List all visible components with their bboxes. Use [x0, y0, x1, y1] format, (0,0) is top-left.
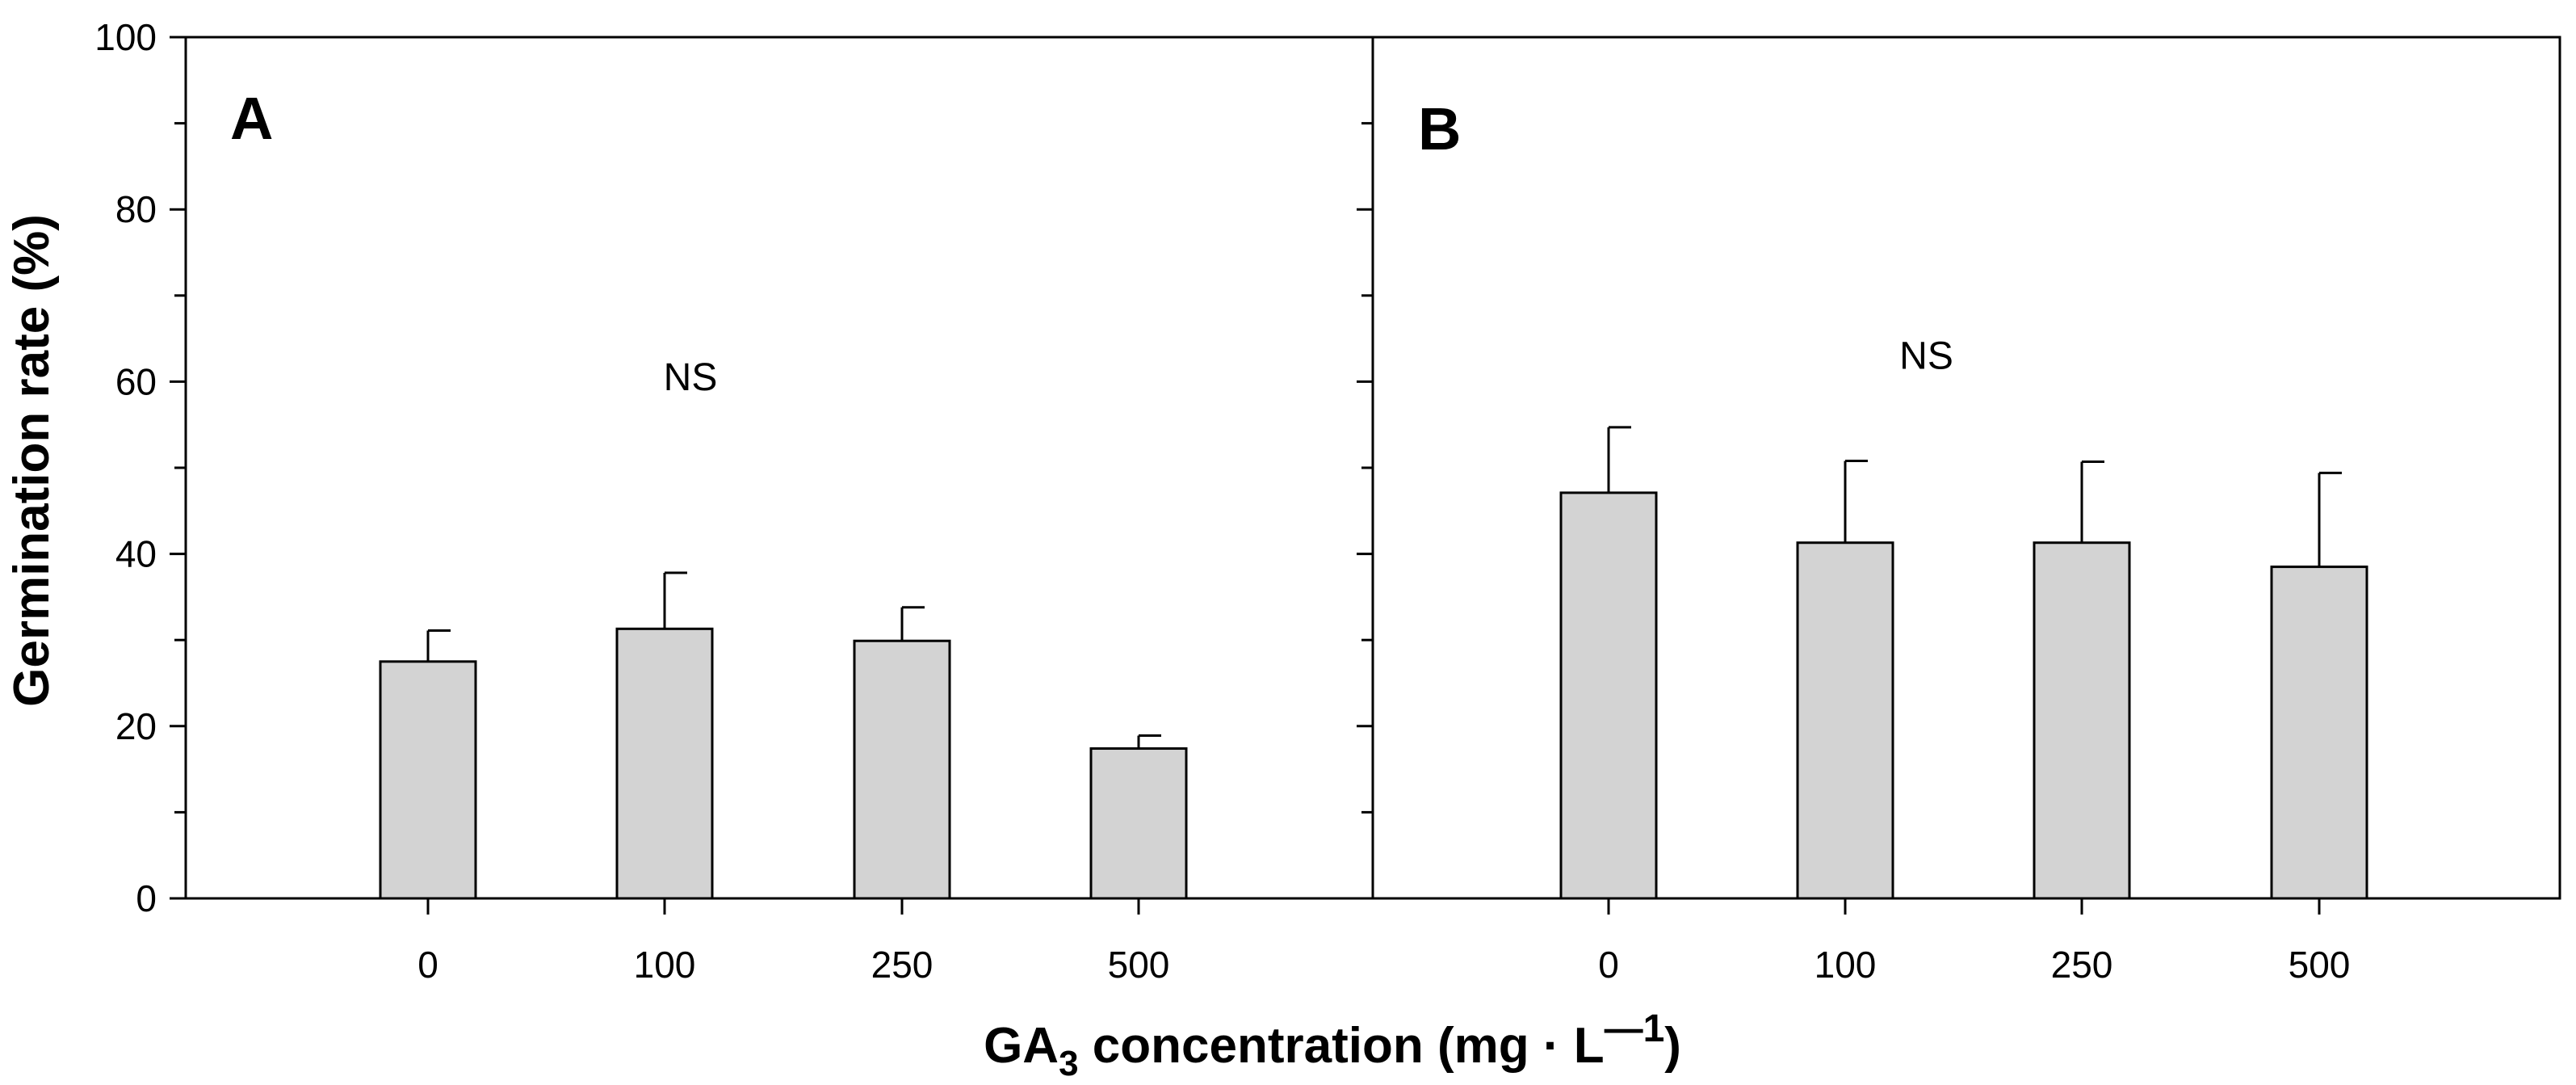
- bar-A-500: [1089, 747, 1188, 900]
- x-axis-label-end: ): [1664, 1018, 1681, 1074]
- bar-B-100: [1796, 541, 1894, 900]
- x-axis-label-superscript: —1: [1605, 1007, 1665, 1050]
- x-tick-label: 500: [2289, 944, 2351, 986]
- bar-A-0: [379, 660, 477, 900]
- y-tick-label: 20: [115, 705, 157, 747]
- y-axis-label: Germination rate (%): [4, 214, 60, 707]
- x-tick-label: 100: [1815, 944, 1877, 986]
- x-tick-label: 250: [871, 944, 933, 986]
- plot-layer: 0 20 40 60 80 100 0 100 250 500 A NS 0 100 250 500 B NS: [94, 16, 2561, 986]
- x-axis-label-main: GA: [984, 1018, 1059, 1074]
- x-axis-label: GA3 concentration (mg · L—1): [984, 1007, 1681, 1081]
- y-tick-label: 80: [115, 188, 157, 230]
- y-tick-label: 40: [115, 533, 157, 575]
- x-tick-label: 100: [634, 944, 696, 986]
- x-tick-label: 250: [2051, 944, 2113, 986]
- panel-B-frame: [1371, 36, 2561, 900]
- x-axis-label-middle: concentration (mg · L: [1079, 1018, 1605, 1074]
- annotation-A: NS: [664, 356, 718, 399]
- bar-A-250: [853, 639, 951, 900]
- bar-B-500: [2270, 566, 2368, 900]
- panel-label-B: B: [1418, 95, 1461, 162]
- x-tick-label: 0: [417, 944, 438, 986]
- y-tick-label: 0: [136, 877, 157, 919]
- annotation-B: NS: [1899, 334, 1953, 377]
- y-tick-label: 60: [115, 360, 157, 402]
- x-axis-label-subscript: 3: [1059, 1044, 1078, 1081]
- x-tick-label: 0: [1598, 944, 1619, 986]
- panel-label-A: A: [230, 85, 273, 152]
- bar-A-100: [615, 627, 714, 900]
- x-tick-label: 500: [1108, 944, 1170, 986]
- panel-A-frame: [184, 36, 1374, 900]
- bar-B-250: [2033, 541, 2131, 900]
- y-tick-label: 100: [94, 16, 157, 58]
- bar-B-0: [1559, 491, 1658, 900]
